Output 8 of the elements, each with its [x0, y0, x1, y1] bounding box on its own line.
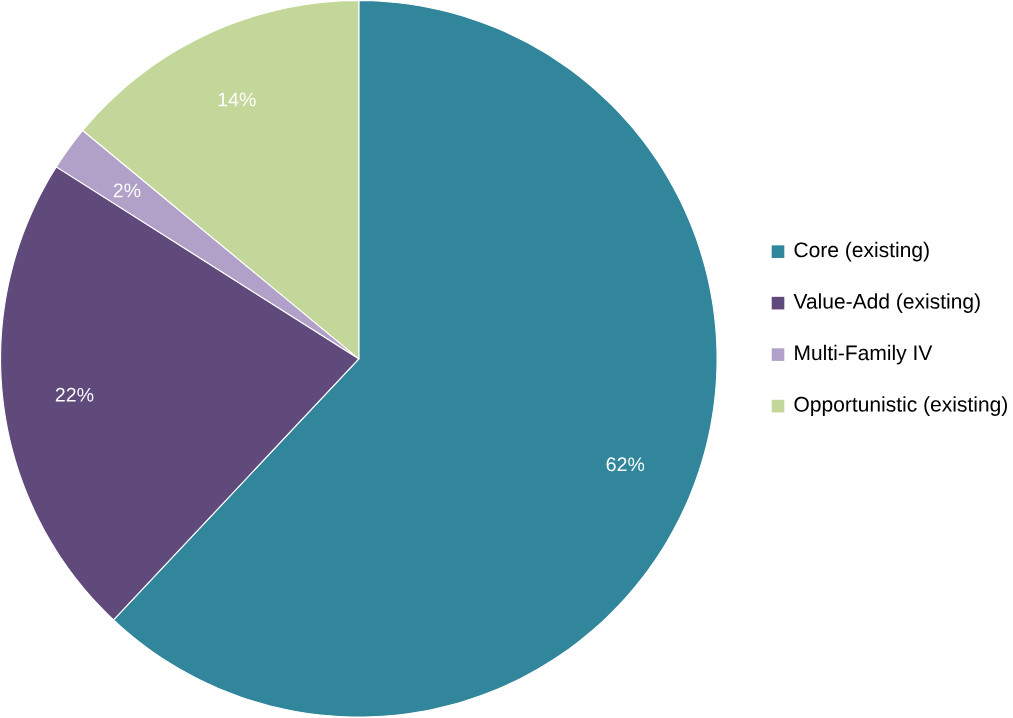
legend-label: Value-Add (existing): [793, 293, 980, 314]
data-label: 14%: [218, 92, 256, 107]
data-label: 22%: [55, 387, 94, 402]
data-label: 62%: [606, 457, 645, 472]
legend-label: Core (existing): [794, 242, 929, 262]
data-label: 2%: [113, 183, 141, 198]
legend-label: Multi-Family IV: [795, 345, 933, 365]
legend-label: Opportunistic (existing): [794, 396, 1007, 417]
